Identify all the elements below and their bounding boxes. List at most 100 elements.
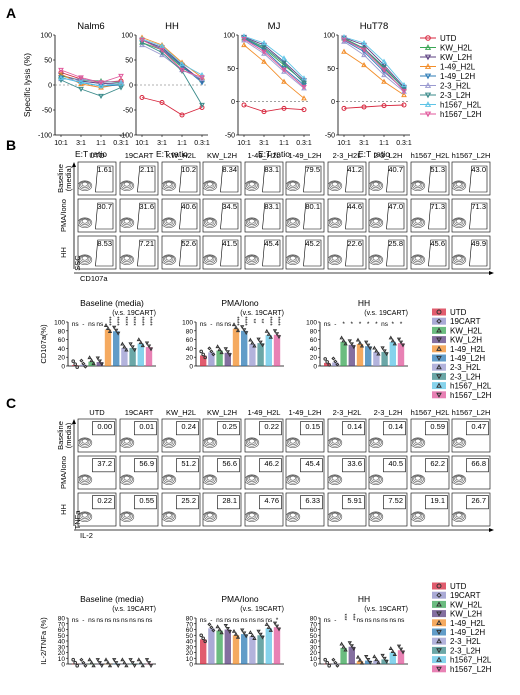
flow-plot: 46.2	[244, 455, 284, 490]
replicate-point	[225, 626, 230, 631]
significance-mark: ***	[349, 613, 355, 621]
flow-gate-value: 0.14	[347, 422, 362, 431]
density-contour	[411, 180, 424, 190]
flow-row-label: Baseline(media)	[56, 164, 73, 193]
replicate-point	[231, 322, 237, 327]
data-point	[381, 71, 387, 78]
replicate-point	[227, 629, 232, 634]
density-contour	[454, 438, 464, 446]
replicate-point	[364, 655, 369, 659]
density-contour	[331, 181, 338, 187]
y-tick-label: 50	[125, 58, 133, 65]
data-point	[261, 44, 267, 51]
bar-legend-item-h1567_H2L: h1567_H2L	[432, 382, 492, 391]
replicate-point	[209, 625, 214, 630]
density-contour	[286, 180, 299, 190]
bar-2-3_H2L	[373, 351, 380, 366]
y-tick-label: 0	[189, 364, 193, 371]
y-tick-label: 70	[186, 621, 194, 628]
replicate-point	[225, 350, 230, 355]
replicate-point	[268, 628, 273, 632]
bar-chart-title: Baseline (media)	[80, 298, 144, 308]
flow-gate-value: 2.11	[140, 165, 154, 174]
density-contour	[164, 181, 174, 189]
significance-mark: *	[400, 321, 403, 328]
density-contour	[244, 217, 260, 229]
significance-mark: -	[82, 321, 84, 328]
data-point	[179, 112, 185, 118]
data-point	[341, 48, 347, 54]
density-contour	[162, 437, 175, 447]
y-tick-label: 20	[58, 650, 66, 657]
flow-y-axis-label: SSC	[73, 255, 82, 271]
gate	[466, 495, 489, 510]
density-contour	[369, 511, 382, 521]
replicate-point	[339, 641, 344, 646]
replicate-point	[219, 350, 224, 355]
density-contour	[123, 438, 130, 444]
series-line-h1567_H2L	[243, 35, 305, 79]
data-point	[139, 95, 145, 100]
density-contour	[122, 438, 132, 446]
density-contour	[455, 218, 462, 224]
replicate-point	[107, 329, 113, 334]
flow-gate-value: 47.0	[388, 202, 403, 211]
data-point	[159, 50, 165, 56]
gate	[137, 239, 156, 267]
gate	[466, 421, 489, 436]
data-point	[159, 47, 165, 54]
legend-swatch	[432, 582, 446, 590]
flow-plot: 31.6	[119, 198, 159, 233]
replicate-point	[105, 326, 111, 331]
y-tick-label: -50	[325, 133, 335, 140]
flow-plot: 37.2	[77, 455, 117, 490]
significance-mark: ns	[113, 617, 121, 624]
replicate-point	[91, 361, 96, 366]
flow-gate-value: 66.8	[471, 459, 486, 468]
data-point	[261, 58, 267, 64]
data-point	[401, 81, 407, 88]
replicate-point	[357, 657, 363, 662]
bar-UTD	[200, 639, 207, 664]
replicate-point	[71, 359, 75, 363]
flow-gate-value: 80.1	[305, 202, 320, 211]
replicate-point	[398, 340, 404, 345]
density-contour	[203, 437, 216, 447]
density-contour	[244, 180, 260, 192]
gate	[303, 239, 322, 267]
density-contour	[245, 180, 258, 190]
flow-column-header: 2-3_H2L	[333, 408, 362, 417]
flow-plot: 79.5	[285, 161, 325, 196]
replicate-point	[258, 632, 263, 637]
density-contour	[81, 438, 88, 444]
legend-marker	[436, 638, 442, 644]
flow-plot: 0.22	[77, 492, 117, 527]
density-contour	[330, 475, 340, 483]
density-contour	[202, 180, 218, 192]
density-contour	[78, 474, 91, 484]
replicate-point	[276, 627, 282, 632]
density-contour	[372, 438, 379, 444]
panel-b-bar-charts: Baseline (media)(v.s. 19CART)02040608010…	[39, 298, 492, 400]
flow-plot: 45.4	[244, 235, 284, 270]
replicate-point	[355, 654, 361, 659]
density-contour	[165, 475, 172, 481]
data-point	[118, 73, 124, 80]
flow-gate-value: 71.3	[430, 202, 445, 211]
replicate-point	[341, 338, 346, 343]
density-contour	[206, 255, 213, 261]
y-tick-label: 100	[40, 33, 52, 40]
density-contour	[122, 255, 132, 263]
replicate-point	[390, 649, 395, 654]
density-contour	[78, 437, 91, 447]
data-point	[261, 109, 267, 115]
legend-swatch	[432, 591, 446, 599]
replicate-point	[351, 345, 356, 350]
flow-plot: 41.5	[202, 235, 242, 270]
replicate-point	[138, 660, 143, 665]
replicate-point	[217, 347, 222, 352]
bar-chart-title: HH	[358, 298, 370, 308]
density-contour	[413, 218, 423, 226]
flow-gate-value: 7.52	[388, 496, 403, 505]
